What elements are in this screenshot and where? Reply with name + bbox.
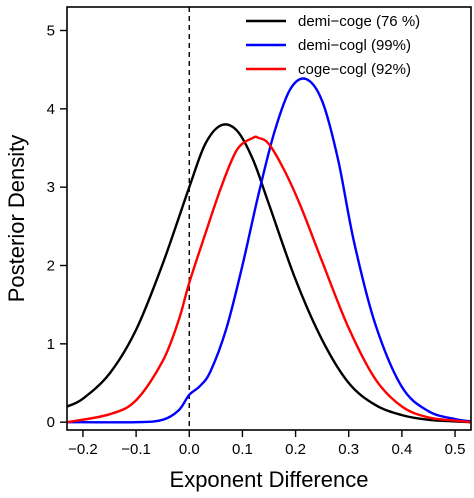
x-tick-label: 0.3 (338, 441, 359, 458)
y-axis-title: Posterior Density (4, 135, 29, 303)
y-tick-label: 1 (47, 336, 55, 353)
legend-label-2: coge−cogl (92%) (298, 61, 411, 78)
x-tick-label: 0.1 (232, 441, 253, 458)
x-tick-label: 0.0 (179, 441, 200, 458)
y-tick-label: 0 (47, 414, 55, 431)
y-tick-label: 5 (47, 23, 55, 40)
y-tick-label: 4 (47, 101, 55, 118)
series-line-2 (66, 135, 472, 424)
x-tick-label: 0.4 (391, 441, 412, 458)
x-tick-label: 0.2 (285, 441, 306, 458)
y-tick-label: 2 (47, 258, 55, 275)
legend-label-0: demi−coge (76 %) (298, 13, 420, 30)
legend-label-1: demi−cogl (99%) (298, 37, 411, 54)
x-tick-label: −0.2 (68, 441, 98, 458)
x-axis-title: Exponent Difference (170, 467, 369, 492)
y-tick-label: 3 (47, 179, 55, 196)
axes: −0.2 −0.1 0.0 0.1 0.2 0.3 0.4 0.5 0 1 2 3 4 5 (47, 6, 472, 458)
legend: demi−coge (76 %) demi−cogl (99%) coge−cogl… (246, 13, 420, 78)
x-tick-label: 0.5 (445, 441, 466, 458)
series-line-1 (66, 77, 472, 424)
x-tick-label: −0.1 (121, 441, 151, 458)
plot-frame (66, 6, 472, 431)
series-line-0 (66, 123, 472, 424)
plot-area (66, 7, 472, 430)
